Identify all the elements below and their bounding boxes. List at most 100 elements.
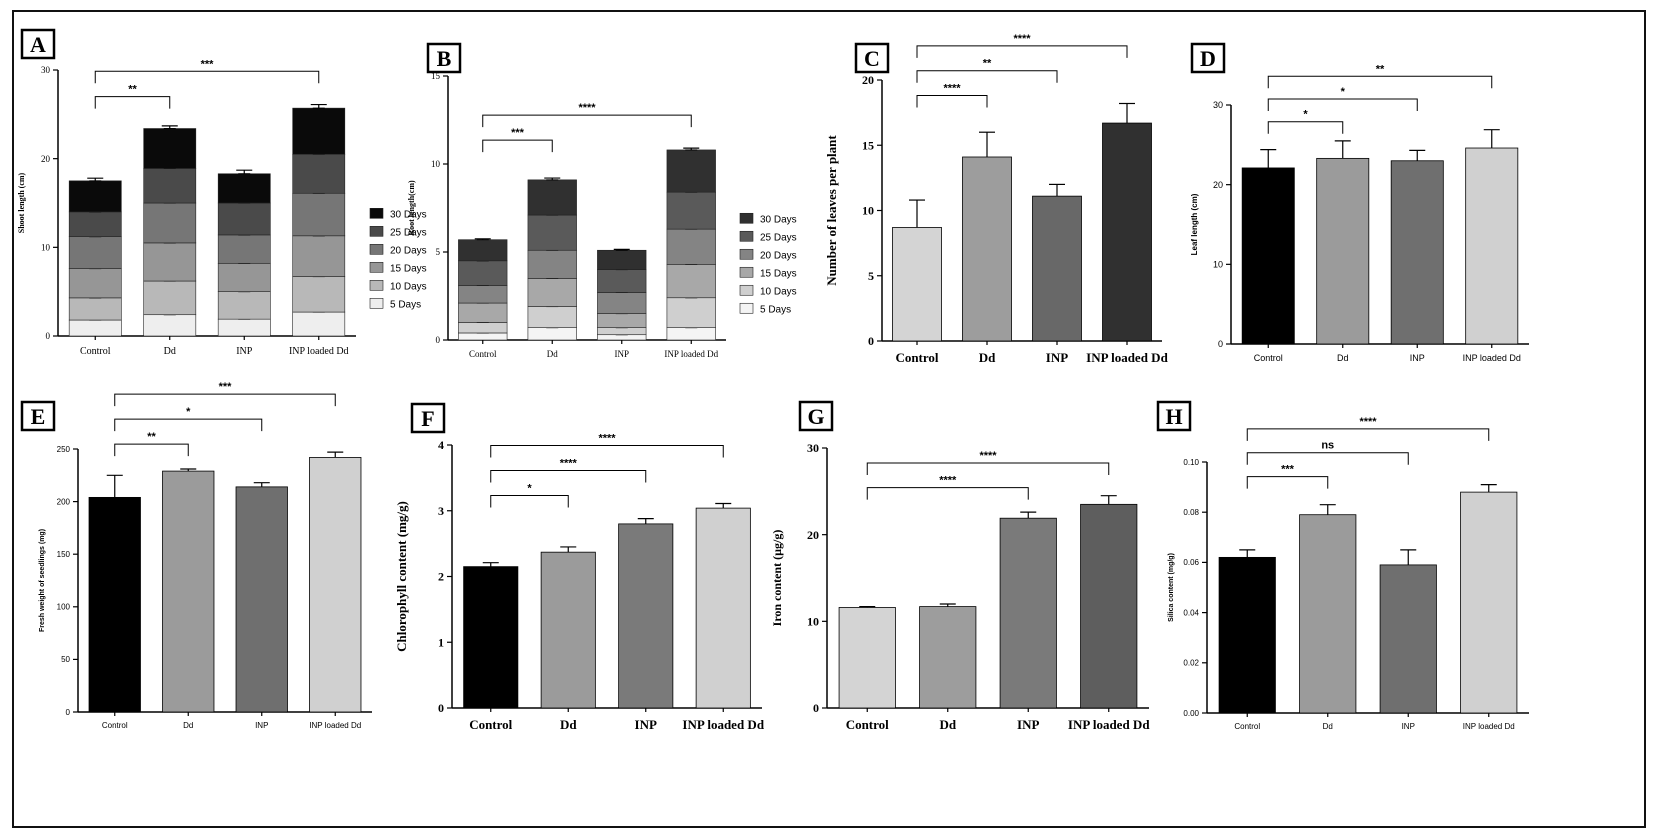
bar — [1379, 564, 1437, 714]
panel-label-box — [426, 42, 462, 74]
y-tick-label: 30 — [1213, 100, 1223, 110]
bar-segment — [458, 332, 508, 341]
legend-swatch — [369, 244, 384, 255]
y-tick-label: 20 — [1213, 180, 1223, 190]
bar — [1299, 514, 1357, 714]
y-tick-label: 20 — [862, 73, 874, 87]
x-tick-label: Dd — [547, 349, 558, 359]
x-tick-label: INP loaded Dd — [682, 717, 764, 732]
bar-segment — [597, 269, 647, 293]
x-tick-label: Dd — [979, 350, 996, 365]
legend-label: 10 Days — [760, 286, 797, 297]
bar-segment — [68, 236, 122, 269]
significance-label: *** — [201, 58, 215, 70]
y-tick-label: 4 — [438, 438, 444, 452]
bar-segment — [458, 239, 508, 262]
legend-swatch — [369, 262, 384, 273]
panel-d: D 0 10 20 30 Leaf length (cm) Control Dd INP INP … — [1190, 42, 1529, 363]
bar — [618, 523, 674, 709]
bar-segment — [68, 297, 122, 321]
panel-b: B 0 5 10 15 Root length(cm) Control Dd INP INP lo… — [407, 42, 797, 359]
x-tick-label: INP loaded Dd — [1068, 717, 1150, 732]
significance-bracket — [916, 70, 1058, 83]
y-axis-label: Shoot length (cm) — [17, 172, 26, 233]
y-tick-label: 150 — [57, 550, 71, 559]
significance-bracket — [114, 443, 189, 457]
significance-bracket — [1267, 121, 1344, 134]
legend-swatch — [369, 226, 384, 237]
bar — [1390, 160, 1444, 345]
significance-bracket — [916, 45, 1128, 58]
y-axis-label: Leaf length (cm) — [1190, 193, 1199, 255]
bar — [838, 607, 896, 709]
bar-segment — [217, 202, 271, 236]
bar-segment — [597, 327, 647, 336]
panel-label-box — [854, 42, 890, 74]
bar — [962, 156, 1012, 342]
bar-segment — [217, 234, 271, 264]
panel-label-box — [1190, 42, 1226, 74]
bar — [919, 606, 977, 709]
legend-label: 15 Days — [390, 263, 427, 274]
significance-bracket — [482, 139, 553, 153]
y-tick-label: 100 — [57, 603, 71, 612]
x-tick-label: INP — [1046, 350, 1068, 365]
bar-segment — [597, 292, 647, 314]
y-axis-label: Root length(cm) — [407, 180, 416, 236]
x-tick-label: INP — [614, 349, 629, 359]
y-tick-label: 1 — [438, 635, 444, 649]
bar-segment — [217, 318, 271, 337]
y-tick-label: 10 — [41, 242, 51, 252]
significance-bracket — [1246, 452, 1409, 465]
x-tick-label: INP — [236, 346, 253, 357]
x-tick-label: Control — [469, 349, 497, 359]
y-tick-label: 0 — [1218, 339, 1223, 349]
bar-segment — [217, 262, 271, 292]
y-tick-label: 0.04 — [1183, 608, 1199, 617]
bar-segment — [68, 180, 122, 213]
figure-frame — [12, 10, 1646, 828]
bar — [1460, 491, 1518, 714]
y-tick-label: 0 — [868, 334, 874, 348]
y-tick-label: 0.06 — [1183, 558, 1199, 567]
y-tick-label: 0 — [66, 708, 71, 717]
significance-label: ** — [1376, 63, 1385, 75]
significance-bracket — [1267, 98, 1418, 111]
legend-swatch — [739, 230, 754, 242]
bar-segment — [68, 268, 122, 299]
legend-swatch — [739, 266, 754, 278]
x-tick-label: INP — [1017, 717, 1039, 732]
significance-label: **** — [578, 102, 596, 114]
x-tick-label: INP loaded Dd — [309, 721, 361, 730]
bar-segment — [458, 260, 508, 286]
y-tick-label: 5 — [868, 269, 874, 283]
x-tick-label: Dd — [1323, 722, 1333, 731]
significance-bracket — [114, 418, 263, 432]
y-tick-label: 0 — [813, 701, 819, 715]
bar — [695, 507, 751, 709]
bar-segment — [292, 153, 346, 194]
panel-f: F 0 1 2 3 4 Chlorophyll content (mg/g) Control D… — [394, 402, 765, 732]
panel-label: F — [421, 406, 434, 431]
y-tick-label: 0.10 — [1183, 458, 1199, 467]
x-tick-label: INP — [1402, 722, 1415, 731]
x-tick-label: Dd — [939, 717, 956, 732]
bar-segment — [143, 242, 197, 282]
significance-bracket — [490, 470, 647, 483]
x-tick-label: INP loaded Dd — [664, 349, 718, 359]
significance-bracket — [866, 487, 1029, 500]
panel-label: H — [1165, 404, 1182, 429]
bar-segment — [527, 278, 577, 307]
significance-label: *** — [511, 127, 525, 139]
y-tick-label: 50 — [61, 655, 70, 664]
significance-bracket — [866, 462, 1110, 475]
bar-segment — [666, 228, 716, 265]
bar-segment — [597, 334, 647, 341]
significance-bracket — [490, 495, 569, 508]
significance-label: ns — [1321, 440, 1334, 452]
panel-h: H 0.00 0.02 0.04 0.06 0.08 0.10 Silica content … — [1156, 400, 1529, 731]
bar-segment — [458, 285, 508, 304]
x-tick-label: Dd — [1337, 353, 1349, 363]
bar-segment — [292, 235, 346, 277]
panel-g: G 0 10 20 30 Iron content (µg/g) Control Dd INP I… — [770, 400, 1150, 732]
